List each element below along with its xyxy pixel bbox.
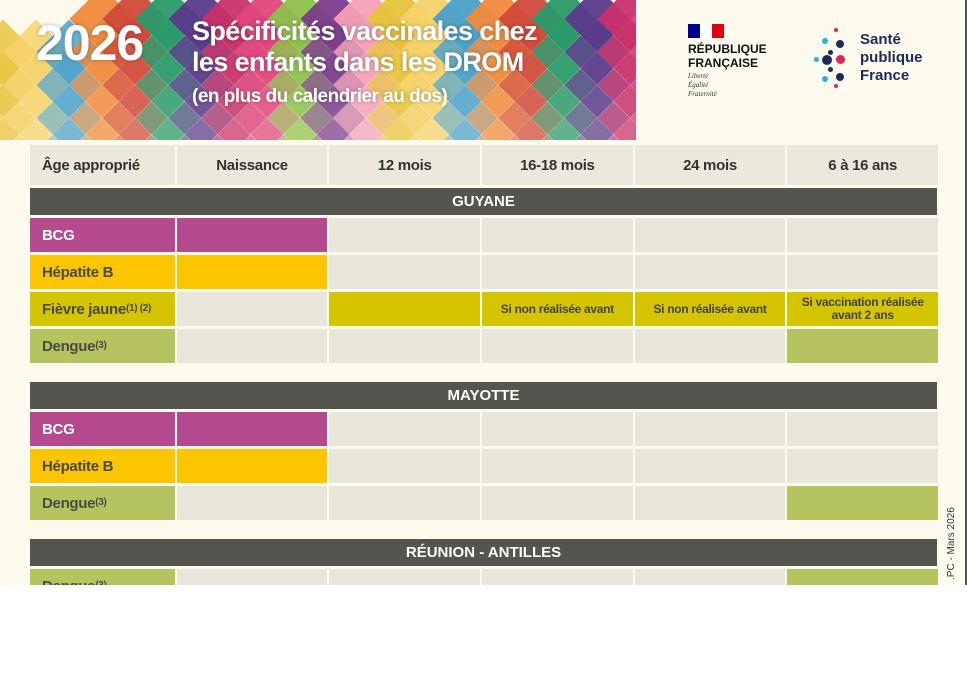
- vaccine-name: Hépatite B: [42, 457, 114, 475]
- section-header: MAYOTTE: [30, 382, 937, 409]
- vaccination-table: Âge approprié Naissance 12 mois 16-18 mois 2…: [30, 145, 939, 585]
- section-gap: [30, 366, 938, 382]
- footer-note: .PC - Mars 2026: [946, 507, 957, 580]
- empty-cell: [787, 218, 939, 252]
- column-header: 12 mois: [329, 145, 481, 185]
- empty-cell: [482, 218, 633, 252]
- vaccine-label: BCG: [30, 412, 175, 446]
- empty-cell: [634, 569, 786, 585]
- table-row: BCG: [30, 412, 939, 446]
- document-page: 2026 Spécificités vaccinales chez les en…: [0, 0, 967, 585]
- logo-line: France: [860, 67, 910, 84]
- vaccine-label: BCG: [30, 218, 175, 252]
- vaccine-label: Hépatite B: [30, 255, 175, 289]
- logo-line: Santé: [860, 31, 901, 48]
- empty-cell: [329, 569, 481, 585]
- column-header: 6 à 16 ans: [787, 145, 938, 185]
- empty-cell: [329, 486, 481, 520]
- recommended-cell: Si non réalisée avant: [482, 292, 633, 326]
- empty-cell: [787, 412, 939, 446]
- vaccine-name: BCG: [42, 420, 75, 438]
- vaccine-name: Dengue: [42, 494, 96, 512]
- empty-cell: [329, 412, 481, 446]
- empty-cell: [176, 569, 328, 585]
- empty-cell: [176, 292, 328, 326]
- empty-cell: [634, 218, 786, 252]
- logo-text: RÉPUBLIQUE: [688, 42, 767, 56]
- column-header: 16-18 mois: [482, 145, 633, 185]
- table-row: BCG: [30, 218, 939, 252]
- recommended-cell: [787, 569, 939, 585]
- table-row: Dengue(3): [30, 329, 939, 363]
- year-title: 2026: [36, 15, 144, 71]
- recommended-cell: Si vaccination réalisée avant 2 ans: [787, 292, 939, 326]
- title-line: Spécificités vaccinales chez: [192, 16, 538, 46]
- vaccine-label: Dengue(3): [30, 329, 175, 363]
- empty-cell: [329, 329, 481, 363]
- recommended-cell: [176, 449, 328, 483]
- empty-cell: [176, 486, 328, 520]
- empty-cell: [482, 255, 633, 289]
- empty-cell: [634, 449, 786, 483]
- vaccine-label: Dengue(3): [30, 569, 175, 585]
- motto: Égalité: [688, 81, 709, 89]
- vaccine-label: Fièvre jaune (1) (2): [30, 292, 175, 326]
- table-row: Fièvre jaune (1) (2) Si non réalisée avant…: [30, 292, 939, 326]
- recommended-cell: [176, 255, 328, 289]
- vaccine-name: Dengue: [42, 337, 96, 355]
- title-line: les enfants dans les DROM: [192, 47, 524, 77]
- dots-icon: [814, 28, 856, 88]
- section-header: RÉUNION - ANTILLES: [30, 539, 937, 566]
- page-title: Spécificités vaccinales chez les enfants…: [192, 16, 538, 78]
- sante-publique-france-logo: Santé publique France: [814, 28, 923, 88]
- vaccine-label: Hépatite B: [30, 449, 175, 483]
- empty-cell: [329, 218, 481, 252]
- empty-cell: [482, 329, 633, 363]
- empty-cell: [176, 329, 328, 363]
- column-header: Âge approprié: [30, 145, 175, 185]
- vaccine-name: Hépatite B: [42, 263, 114, 281]
- table-header-row: Âge approprié Naissance 12 mois 16-18 mois 2…: [30, 145, 938, 185]
- logo-line: publique: [860, 49, 923, 66]
- vaccine-label: Dengue(3): [30, 486, 175, 520]
- table-row: Hépatite B: [30, 255, 939, 289]
- empty-cell: [329, 255, 481, 289]
- empty-cell: [634, 412, 786, 446]
- empty-cell: [787, 449, 939, 483]
- empty-cell: [787, 255, 939, 289]
- republique-francaise-logo: RÉPUBLIQUE FRANÇAISE Liberté Égalité Fra…: [688, 24, 767, 99]
- recommended-cell: [787, 329, 939, 363]
- recommended-cell: [787, 486, 939, 520]
- logo-text: Santé publique France: [860, 31, 923, 85]
- empty-cell: [329, 449, 481, 483]
- page-subtitle: (en plus du calendrier au dos): [192, 86, 448, 107]
- empty-cell: [482, 449, 633, 483]
- column-header: Naissance: [176, 145, 328, 185]
- column-header: 24 mois: [634, 145, 786, 185]
- table-row: Dengue(3): [30, 486, 939, 520]
- table-row: Hépatite B: [30, 449, 939, 483]
- logo-text: FRANÇAISE: [688, 56, 759, 70]
- table-row: Dengue(3): [30, 569, 939, 585]
- vaccine-name: Dengue: [42, 579, 96, 586]
- empty-cell: [482, 412, 633, 446]
- vaccine-name: Fièvre jaune: [42, 300, 126, 318]
- empty-cell: [482, 486, 633, 520]
- section-header: GUYANE: [30, 188, 937, 215]
- recommended-cell: [176, 412, 328, 446]
- empty-cell: [482, 569, 633, 585]
- vaccine-name: BCG: [42, 226, 75, 244]
- section-gap: [30, 523, 938, 539]
- recommended-cell: [329, 292, 481, 326]
- empty-cell: [634, 255, 786, 289]
- empty-cell: [634, 329, 786, 363]
- flag-icon: [688, 24, 724, 38]
- recommended-cell: [176, 218, 328, 252]
- recommended-cell: Si non réalisée avant: [634, 292, 786, 326]
- motto: Fraternité: [688, 90, 717, 98]
- empty-cell: [634, 486, 786, 520]
- motto: Liberté: [688, 72, 709, 80]
